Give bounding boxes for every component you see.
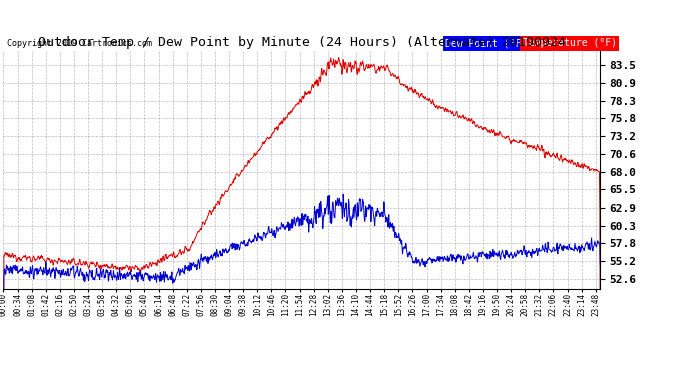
- Text: Temperature (°F): Temperature (°F): [523, 38, 617, 48]
- Text: Dew Point (°F): Dew Point (°F): [445, 38, 527, 48]
- Title: Outdoor Temp / Dew Point by Minute (24 Hours) (Alternate) 20190924: Outdoor Temp / Dew Point by Minute (24 H…: [38, 36, 566, 50]
- Text: Copyright 2019 Cartronics.com: Copyright 2019 Cartronics.com: [7, 39, 152, 48]
